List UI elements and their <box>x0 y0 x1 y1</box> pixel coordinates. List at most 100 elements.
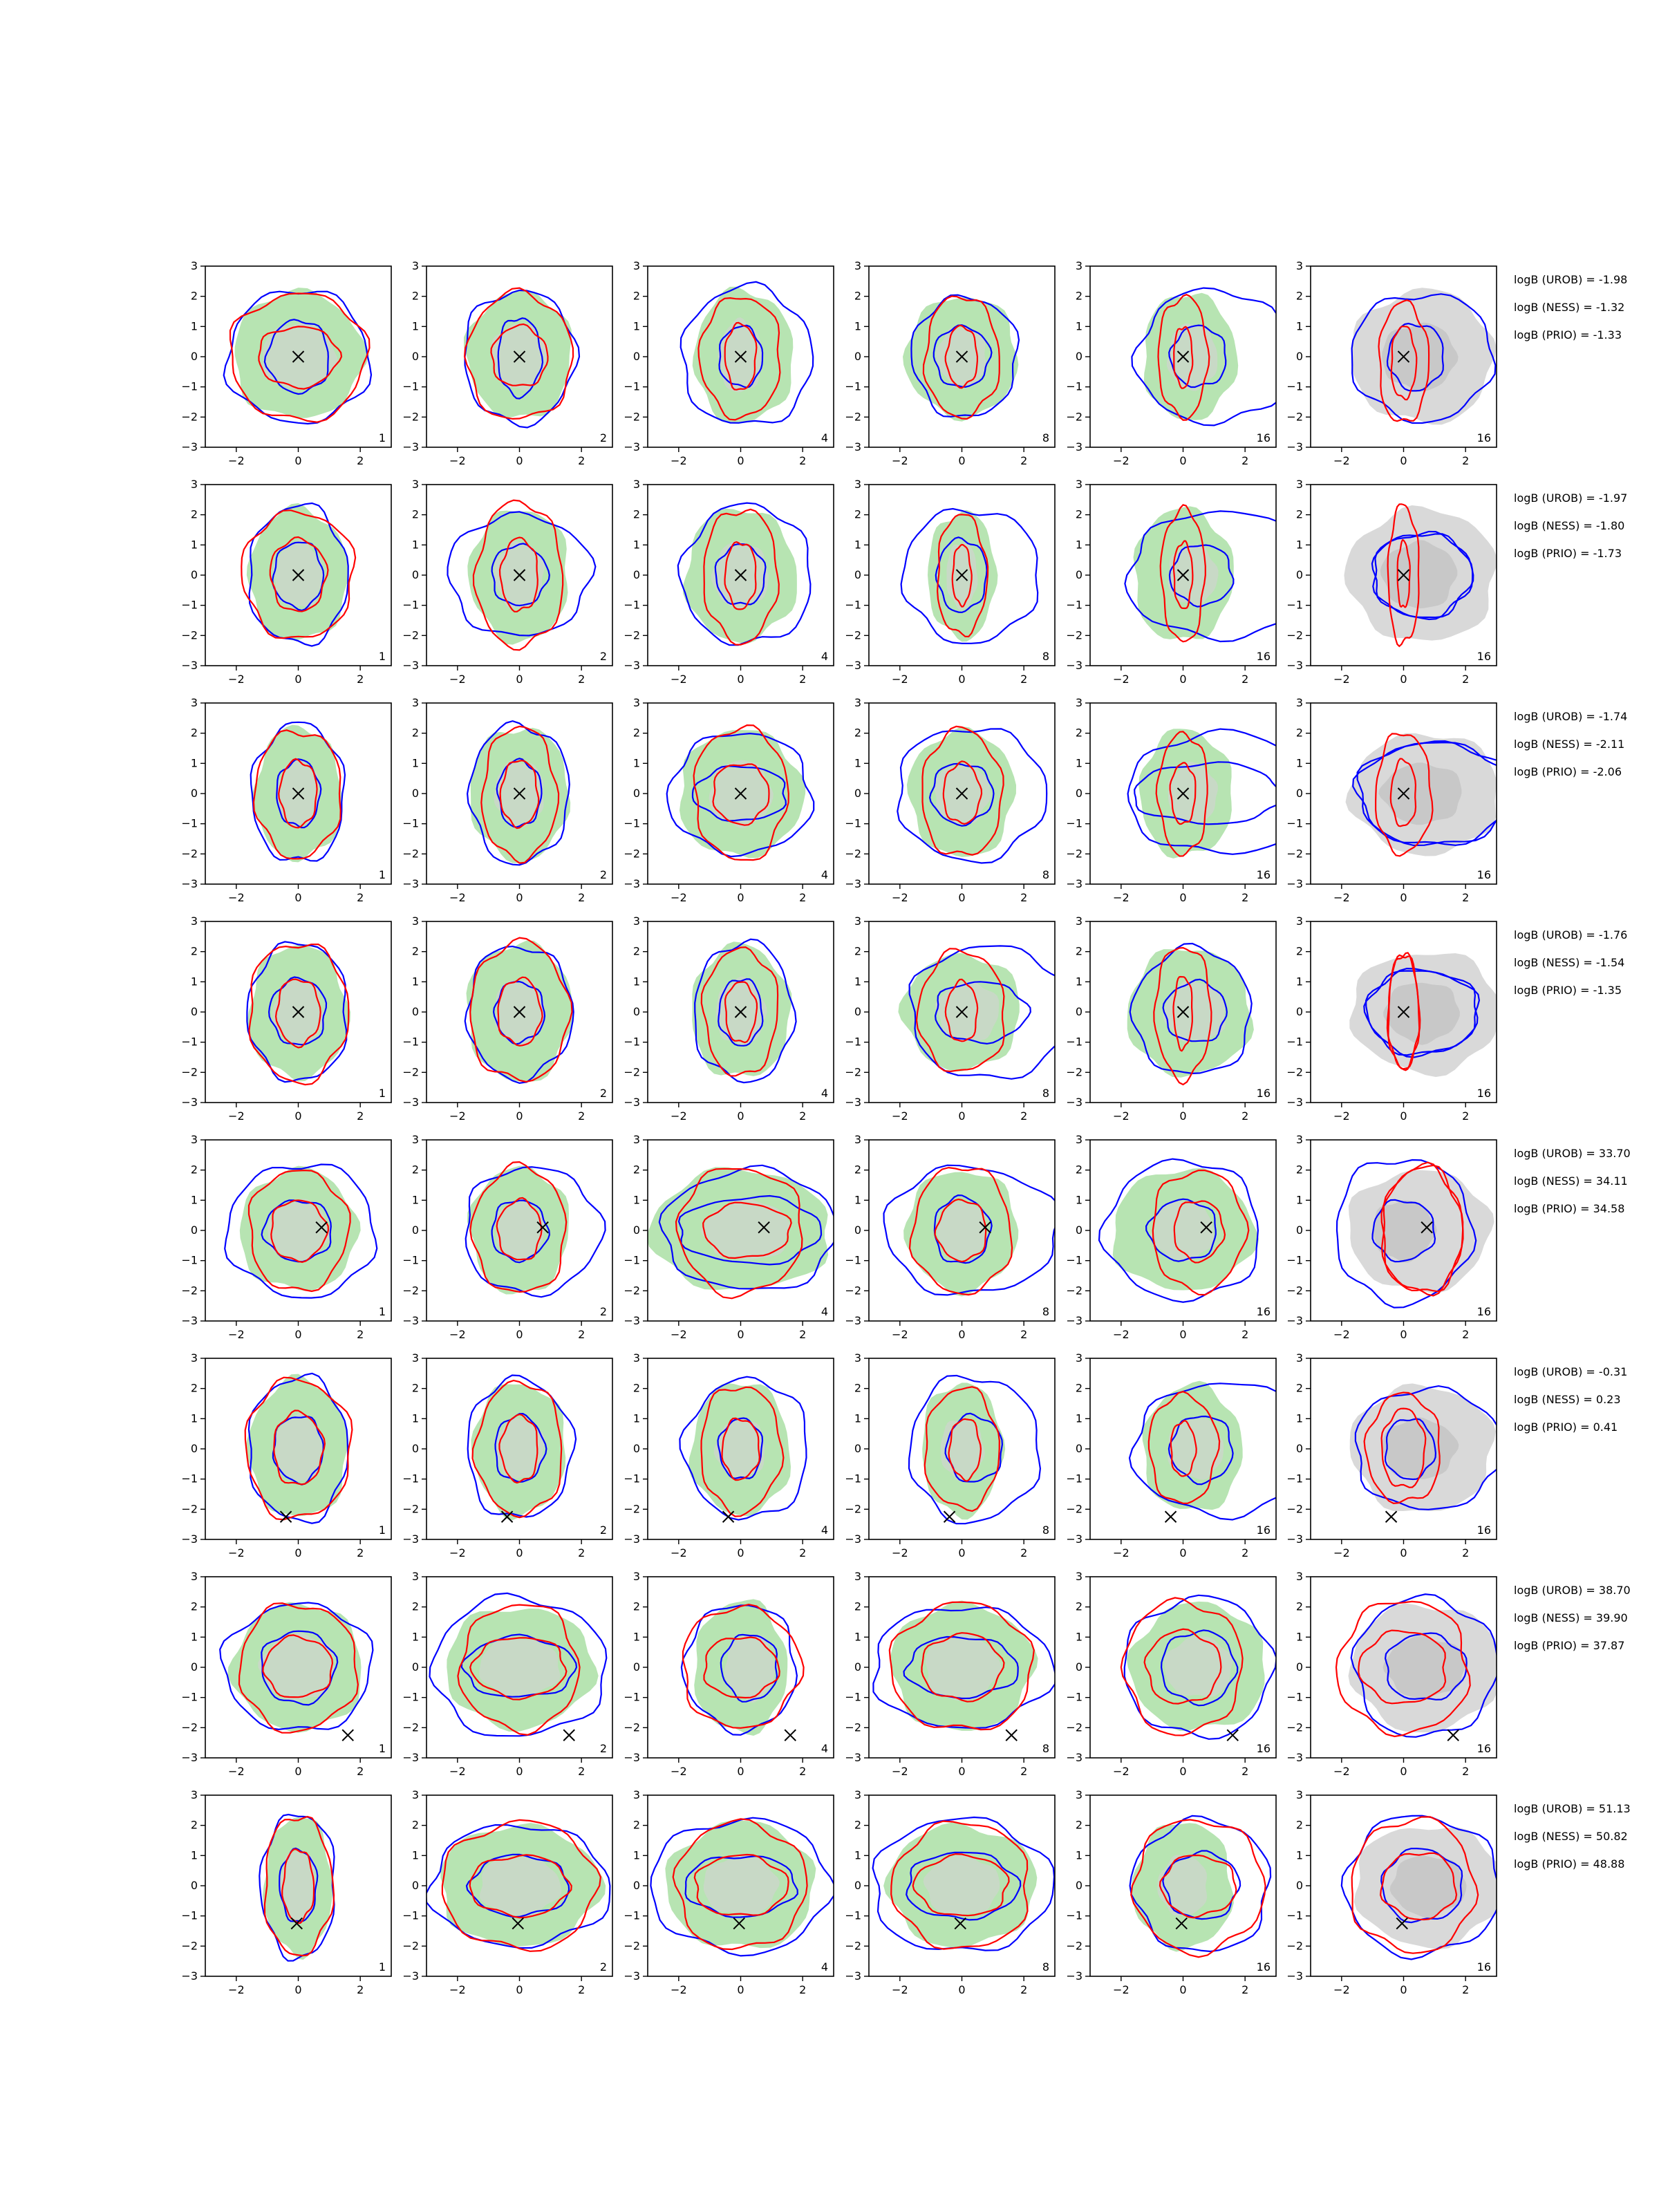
red-contour <box>712 763 770 826</box>
y-tick-label: 1 <box>854 1193 861 1206</box>
y-tick-label: 1 <box>1076 538 1082 551</box>
y-tick-label: −1 <box>845 1472 861 1485</box>
y-tick-label: 3 <box>854 259 861 272</box>
y-tick-label: 1 <box>854 319 861 332</box>
panel-count-label: 1 <box>379 1960 386 1974</box>
x-tick-label: 0 <box>737 1546 744 1559</box>
panel-count-label: 8 <box>1042 1960 1049 1974</box>
red-contour <box>1396 538 1411 608</box>
y-tick-label: 2 <box>412 1163 419 1177</box>
panel-count-label: 8 <box>1042 1742 1049 1755</box>
x-tick-label: 0 <box>1179 1983 1186 1996</box>
red-contour <box>471 1379 563 1519</box>
logb-label: logB (UROB) = -0.31 <box>1514 1365 1627 1378</box>
y-tick-label: −1 <box>624 1035 640 1049</box>
blue-contour <box>684 1855 798 1918</box>
logb-annotations-row-3: logB (UROB) = -1.74 logB (NESS) = -2.11 lo… <box>1514 710 1627 778</box>
y-tick-label: −1 <box>402 1035 419 1049</box>
x-tick-label: −2 <box>892 1765 908 1778</box>
y-tick-label: 0 <box>412 568 419 581</box>
x-tick-label: −2 <box>228 1765 245 1778</box>
x-tick-label: −2 <box>1113 1109 1130 1123</box>
logb-annotations-row-2: logB (UROB) = -1.97 logB (NESS) = -1.80 lo… <box>1514 491 1627 560</box>
x-tick-label: 0 <box>1400 1109 1407 1123</box>
panel-count-label: 4 <box>821 1960 828 1974</box>
y-tick-label: 0 <box>412 787 419 800</box>
plot-area <box>1345 733 1497 857</box>
subplot-r1-c3: −3 −2 −1 0 1 2 3 −2 0 2 4 <box>624 259 834 467</box>
plot-area <box>447 499 597 651</box>
y-tick-label: 3 <box>1296 478 1303 491</box>
x-tick-label: 0 <box>294 1109 301 1123</box>
blue-contour <box>1352 740 1497 847</box>
subplot-r3-c1: −3 −2 −1 0 1 2 3 −2 0 2 1 <box>181 696 392 904</box>
x-tick-label: 0 <box>516 1765 523 1778</box>
subplot-r8-c1: −3 −2 −1 0 1 2 3 −2 0 2 1 <box>181 1788 392 1996</box>
red-contour <box>924 1386 1000 1512</box>
logb-label: logB (UROB) = -1.97 <box>1514 491 1627 505</box>
x-tick-label: −2 <box>671 1983 687 1996</box>
x-tick-label: 0 <box>1400 673 1407 686</box>
panel-count-label: 16 <box>1477 1305 1491 1318</box>
subplot-r1-c1: −3 −2 −1 0 1 2 3 −2 0 2 1 <box>181 259 392 467</box>
y-tick-label: 2 <box>854 1819 861 1832</box>
y-tick-label: −1 <box>181 1254 198 1267</box>
density-inner-region <box>713 1418 765 1481</box>
x-tick-label: −2 <box>228 673 245 686</box>
y-tick-label: −1 <box>402 599 419 612</box>
blue-contour <box>1356 741 1497 846</box>
y-tick-label: 1 <box>633 1412 640 1425</box>
y-tick-label: 1 <box>1296 975 1303 988</box>
blue-contour <box>928 762 995 827</box>
x-tick-label: 0 <box>958 891 965 904</box>
y-tick-label: −3 <box>845 1969 861 1983</box>
blue-contour <box>679 1376 807 1521</box>
x-tick-label: 2 <box>1462 1983 1469 1996</box>
panel-count-label: 8 <box>1042 1305 1049 1318</box>
red-contour <box>944 978 979 1042</box>
logb-label: logB (PRIO) = -1.35 <box>1514 984 1622 997</box>
y-tick-label: −2 <box>402 847 419 860</box>
plot-area <box>648 1164 834 1300</box>
y-tick-label: 1 <box>854 975 861 988</box>
true-value-marker <box>734 1006 747 1018</box>
blue-contour <box>1134 761 1276 825</box>
red-contour <box>1173 1200 1226 1264</box>
blue-contour <box>1384 1632 1468 1700</box>
plot-area <box>872 1816 1055 1951</box>
y-tick-label: 3 <box>854 696 861 709</box>
plot-area <box>908 1374 1042 1525</box>
true-value-marker <box>955 787 968 800</box>
true-value-marker <box>563 1729 575 1741</box>
true-value-marker <box>290 1917 303 1930</box>
true-value-marker <box>1396 1917 1408 1930</box>
subplot-r4-c4: −3 −2 −1 0 1 2 3 −2 0 2 8 <box>845 915 1056 1123</box>
true-value-marker <box>1226 1729 1239 1741</box>
x-tick-label: 0 <box>1179 1328 1186 1341</box>
x-tick-label: −2 <box>449 891 466 904</box>
x-tick-label: 2 <box>357 1983 364 1996</box>
red-contour <box>281 1848 315 1924</box>
y-tick-label: 0 <box>1296 1224 1303 1237</box>
y-tick-label: −3 <box>181 1533 198 1546</box>
blue-contour <box>1351 293 1497 424</box>
true-value-marker <box>722 1510 735 1523</box>
subplot-r1-c6: −3 −2 −1 0 1 2 3 −2 0 2 16 <box>1286 259 1497 467</box>
y-tick-label: 0 <box>1076 787 1082 800</box>
plot-area <box>677 502 812 646</box>
y-tick-label: −1 <box>1286 1472 1303 1485</box>
panel-count-label: 1 <box>379 1087 386 1100</box>
panel-count-label: 16 <box>1257 868 1271 881</box>
red-contour <box>1172 540 1194 610</box>
y-tick-label: 3 <box>1076 1570 1082 1583</box>
y-tick-label: 0 <box>1076 1660 1082 1674</box>
y-tick-label: −2 <box>1286 1502 1303 1515</box>
subplot-r8-c5: −3 −2 −1 0 1 2 3 −2 0 2 16 <box>1066 1788 1277 1996</box>
red-contour <box>912 1853 1010 1917</box>
true-value-marker <box>1421 1221 1433 1234</box>
density-inner-region <box>935 981 1000 1043</box>
y-tick-label: 1 <box>191 1193 198 1206</box>
x-tick-label: 2 <box>357 673 364 686</box>
panel-count-label: 2 <box>600 431 607 444</box>
x-tick-label: 2 <box>1020 673 1027 686</box>
